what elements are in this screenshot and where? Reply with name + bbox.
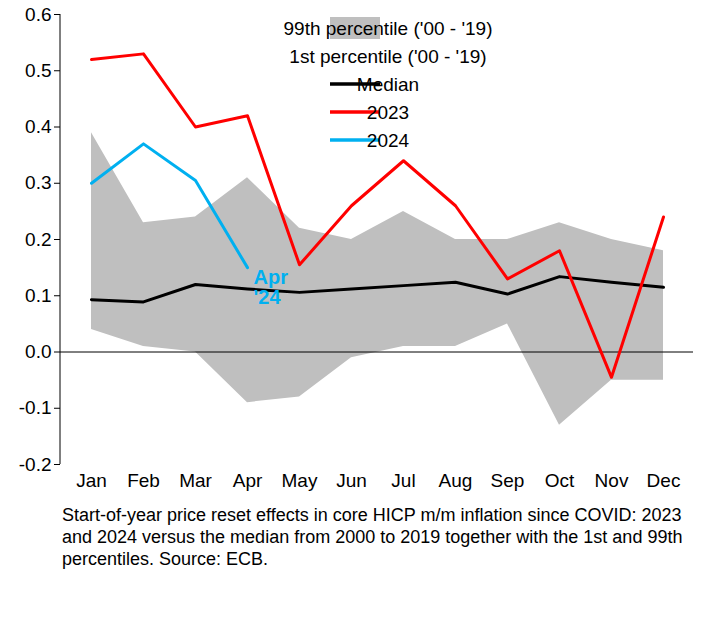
svg-text:Apr'24: Apr'24 bbox=[254, 266, 289, 308]
svg-text:May: May bbox=[282, 470, 318, 491]
svg-text:Feb: Feb bbox=[127, 470, 160, 491]
svg-text:Aug: Aug bbox=[439, 470, 473, 491]
svg-text:0.3: 0.3 bbox=[25, 172, 51, 193]
svg-text:Jun: Jun bbox=[336, 470, 367, 491]
svg-text:0.6: 0.6 bbox=[25, 4, 51, 25]
svg-text:Dec: Dec bbox=[647, 470, 681, 491]
svg-text:Jul: Jul bbox=[391, 470, 415, 491]
svg-text:Jan: Jan bbox=[76, 470, 107, 491]
svg-text:Apr: Apr bbox=[233, 470, 263, 491]
svg-text:Mar: Mar bbox=[179, 470, 212, 491]
svg-text:0.4: 0.4 bbox=[25, 116, 52, 137]
svg-text:-0.1: -0.1 bbox=[19, 397, 52, 418]
svg-text:Sep: Sep bbox=[491, 470, 525, 491]
svg-text:0.2: 0.2 bbox=[25, 229, 51, 250]
svg-text:Nov: Nov bbox=[595, 470, 629, 491]
svg-text:2023: 2023 bbox=[367, 102, 409, 123]
svg-text:Median: Median bbox=[357, 74, 419, 95]
svg-text:1st percentile ('00 - '19): 1st percentile ('00 - '19) bbox=[289, 46, 486, 67]
svg-text:2024: 2024 bbox=[367, 130, 410, 151]
svg-text:-0.2: -0.2 bbox=[19, 454, 52, 475]
svg-text:0.1: 0.1 bbox=[25, 285, 51, 306]
svg-text:0.5: 0.5 bbox=[25, 60, 51, 81]
html-text:Start-of-year price reset effe: Start-of-year price reset effects in cor… bbox=[62, 505, 683, 569]
svg-text:Oct: Oct bbox=[545, 470, 575, 491]
svg-text:0.0: 0.0 bbox=[25, 341, 51, 362]
svg-text:99th percentile ('00 - '19): 99th percentile ('00 - '19) bbox=[284, 18, 493, 39]
